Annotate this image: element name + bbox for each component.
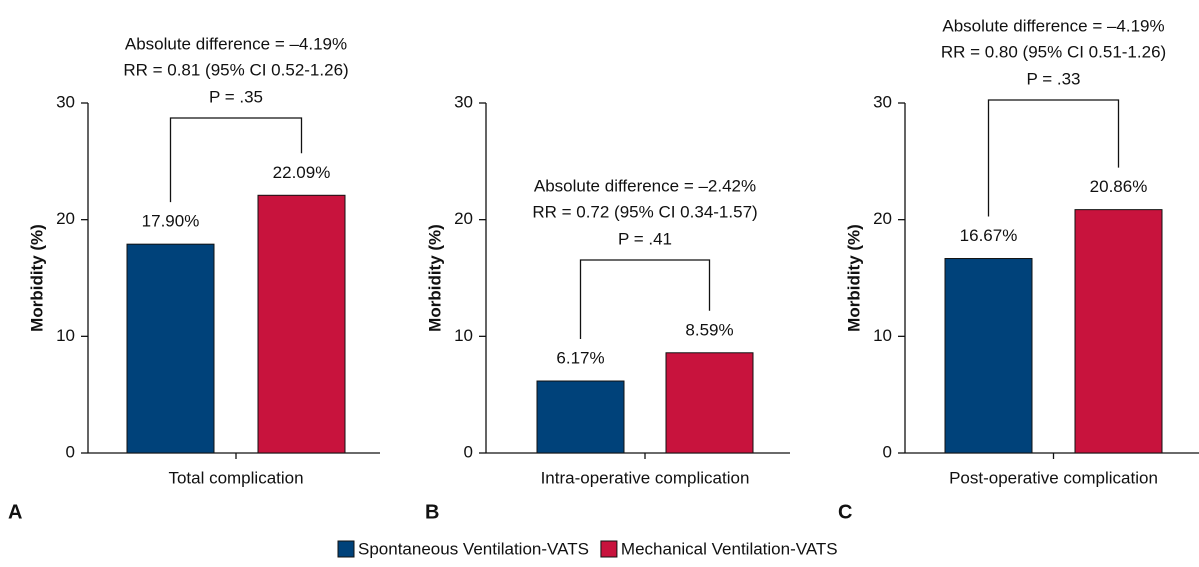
value-label: 16.67% — [960, 226, 1018, 245]
x-tick-label: Post-operative complication — [949, 468, 1158, 487]
value-label: 8.59% — [685, 320, 733, 339]
legend-label: Spontaneous Ventilation-VATS — [358, 539, 589, 558]
value-label: 6.17% — [556, 349, 604, 368]
y-tick-label: 0 — [464, 442, 473, 461]
y-tick-label: 20 — [454, 209, 473, 228]
legend-label: Mechanical Ventilation-VATS — [621, 539, 838, 558]
y-tick-label: 10 — [56, 326, 75, 345]
y-tick-label: 10 — [454, 326, 473, 345]
bar — [1074, 209, 1163, 454]
y-tick-label: 30 — [873, 92, 892, 111]
bracket — [579, 259, 711, 340]
annotation: RR = 0.81 (95% CI 0.52-1.26) — [123, 60, 348, 79]
y-axis-label: Morbidity (%) — [27, 224, 46, 332]
annotation: P = .33 — [1026, 69, 1080, 88]
y-axis-label: Morbidity (%) — [844, 224, 863, 332]
value-label: 17.90% — [142, 212, 200, 231]
bar — [126, 243, 215, 454]
bar — [665, 352, 754, 454]
panel-label: C — [838, 501, 852, 523]
y-axis-label: Morbidity (%) — [425, 224, 444, 332]
bar — [536, 380, 625, 454]
annotation: RR = 0.80 (95% CI 0.51-1.26) — [941, 42, 1166, 61]
annotation: Absolute difference = –2.42% — [534, 176, 756, 195]
value-label: 20.86% — [1090, 177, 1148, 196]
bar — [257, 194, 346, 454]
y-tick-label: 0 — [883, 442, 892, 461]
bracket — [169, 117, 303, 203]
annotation: Absolute difference = –4.19% — [125, 34, 347, 53]
annotation: RR = 0.72 (95% CI 0.34-1.57) — [532, 202, 757, 221]
x-tick-label: Intra-operative complication — [541, 468, 750, 487]
annotation: Absolute difference = –4.19% — [942, 16, 1164, 35]
x-tick-label: Total complication — [168, 468, 303, 487]
y-tick-label: 0 — [66, 442, 75, 461]
legend-swatch — [600, 540, 618, 558]
value-label: 22.09% — [273, 163, 331, 182]
y-tick-label: 10 — [873, 326, 892, 345]
y-tick-label: 20 — [873, 209, 892, 228]
panel-label: A — [8, 501, 22, 523]
panel-label: B — [425, 501, 439, 523]
y-tick-label: 30 — [56, 92, 75, 111]
legend-swatch — [337, 540, 355, 558]
annotation: P = .41 — [618, 229, 672, 248]
annotation: P = .35 — [209, 87, 263, 106]
bracket — [987, 99, 1120, 217]
y-tick-label: 20 — [56, 209, 75, 228]
y-tick-label: 30 — [454, 92, 473, 111]
bar — [944, 258, 1033, 454]
